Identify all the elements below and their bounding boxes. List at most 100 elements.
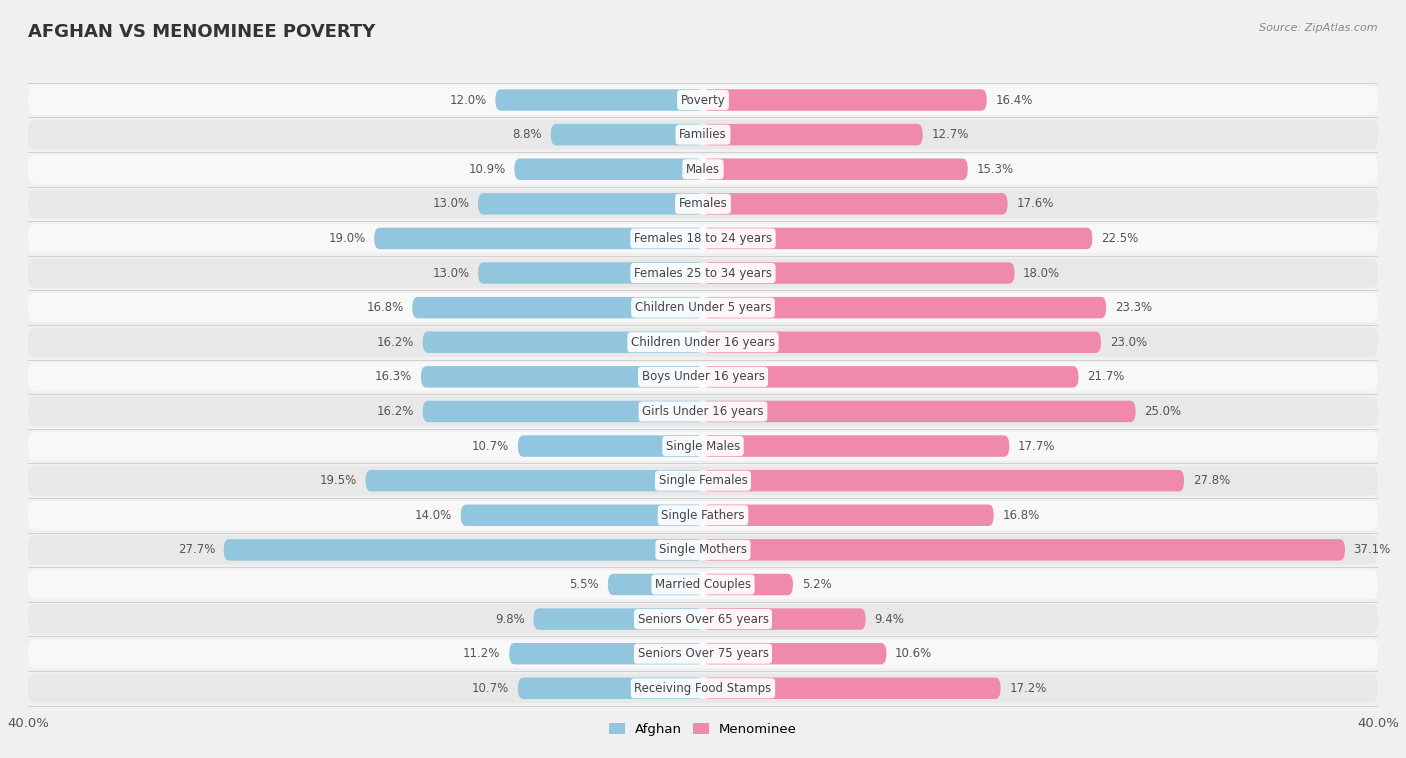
FancyBboxPatch shape <box>461 505 703 526</box>
Text: 16.2%: 16.2% <box>377 336 413 349</box>
Text: 10.7%: 10.7% <box>472 681 509 695</box>
FancyBboxPatch shape <box>28 605 1378 634</box>
Text: 12.7%: 12.7% <box>931 128 969 141</box>
Text: Females 25 to 34 years: Females 25 to 34 years <box>634 267 772 280</box>
FancyBboxPatch shape <box>28 466 1378 495</box>
FancyBboxPatch shape <box>28 501 1378 530</box>
FancyBboxPatch shape <box>703 435 1010 457</box>
FancyBboxPatch shape <box>703 574 793 595</box>
Text: Seniors Over 65 years: Seniors Over 65 years <box>637 612 769 625</box>
Text: Children Under 5 years: Children Under 5 years <box>634 301 772 314</box>
Text: 22.5%: 22.5% <box>1101 232 1139 245</box>
Text: Boys Under 16 years: Boys Under 16 years <box>641 371 765 384</box>
Text: Females 18 to 24 years: Females 18 to 24 years <box>634 232 772 245</box>
FancyBboxPatch shape <box>28 362 1378 391</box>
Text: 14.0%: 14.0% <box>415 509 453 522</box>
FancyBboxPatch shape <box>412 297 703 318</box>
FancyBboxPatch shape <box>517 678 703 699</box>
Text: 18.0%: 18.0% <box>1024 267 1060 280</box>
Text: Married Couples: Married Couples <box>655 578 751 591</box>
FancyBboxPatch shape <box>703 124 922 146</box>
FancyBboxPatch shape <box>366 470 703 491</box>
Text: 16.4%: 16.4% <box>995 93 1033 107</box>
FancyBboxPatch shape <box>517 435 703 457</box>
FancyBboxPatch shape <box>478 262 703 283</box>
FancyBboxPatch shape <box>515 158 703 180</box>
Text: 27.7%: 27.7% <box>177 543 215 556</box>
Text: 23.0%: 23.0% <box>1109 336 1147 349</box>
FancyBboxPatch shape <box>703 297 1107 318</box>
Text: 21.7%: 21.7% <box>1087 371 1125 384</box>
Text: 13.0%: 13.0% <box>432 267 470 280</box>
FancyBboxPatch shape <box>423 401 703 422</box>
Text: Children Under 16 years: Children Under 16 years <box>631 336 775 349</box>
Text: 16.8%: 16.8% <box>367 301 404 314</box>
FancyBboxPatch shape <box>703 89 987 111</box>
Text: Single Females: Single Females <box>658 475 748 487</box>
FancyBboxPatch shape <box>703 401 1136 422</box>
FancyBboxPatch shape <box>374 227 703 249</box>
Text: 5.5%: 5.5% <box>569 578 599 591</box>
Text: 16.3%: 16.3% <box>375 371 412 384</box>
Text: 10.9%: 10.9% <box>468 163 506 176</box>
Text: 19.0%: 19.0% <box>329 232 366 245</box>
FancyBboxPatch shape <box>28 397 1378 426</box>
Text: 17.6%: 17.6% <box>1017 197 1053 210</box>
FancyBboxPatch shape <box>423 331 703 353</box>
Text: 27.8%: 27.8% <box>1192 475 1230 487</box>
FancyBboxPatch shape <box>703 366 1078 387</box>
Text: Single Males: Single Males <box>666 440 740 453</box>
FancyBboxPatch shape <box>533 609 703 630</box>
FancyBboxPatch shape <box>703 193 1008 215</box>
Text: 5.2%: 5.2% <box>801 578 831 591</box>
FancyBboxPatch shape <box>495 89 703 111</box>
Text: 13.0%: 13.0% <box>432 197 470 210</box>
Text: Females: Females <box>679 197 727 210</box>
Text: Single Fathers: Single Fathers <box>661 509 745 522</box>
Text: Poverty: Poverty <box>681 93 725 107</box>
FancyBboxPatch shape <box>28 431 1378 461</box>
Text: Males: Males <box>686 163 720 176</box>
FancyBboxPatch shape <box>551 124 703 146</box>
FancyBboxPatch shape <box>224 539 703 561</box>
Text: 9.8%: 9.8% <box>495 612 524 625</box>
FancyBboxPatch shape <box>607 574 703 595</box>
FancyBboxPatch shape <box>28 535 1378 565</box>
Text: 37.1%: 37.1% <box>1354 543 1391 556</box>
FancyBboxPatch shape <box>703 470 1184 491</box>
FancyBboxPatch shape <box>28 120 1378 149</box>
FancyBboxPatch shape <box>478 193 703 215</box>
Text: Receiving Food Stamps: Receiving Food Stamps <box>634 681 772 695</box>
FancyBboxPatch shape <box>28 224 1378 253</box>
FancyBboxPatch shape <box>703 609 866 630</box>
FancyBboxPatch shape <box>703 262 1015 283</box>
Text: AFGHAN VS MENOMINEE POVERTY: AFGHAN VS MENOMINEE POVERTY <box>28 23 375 41</box>
FancyBboxPatch shape <box>703 227 1092 249</box>
FancyBboxPatch shape <box>28 327 1378 357</box>
FancyBboxPatch shape <box>28 258 1378 287</box>
Text: 10.7%: 10.7% <box>472 440 509 453</box>
Text: Seniors Over 75 years: Seniors Over 75 years <box>637 647 769 660</box>
Text: 15.3%: 15.3% <box>976 163 1014 176</box>
Text: 19.5%: 19.5% <box>319 475 357 487</box>
Text: 16.8%: 16.8% <box>1002 509 1039 522</box>
Text: Families: Families <box>679 128 727 141</box>
FancyBboxPatch shape <box>28 155 1378 183</box>
FancyBboxPatch shape <box>703 643 886 665</box>
FancyBboxPatch shape <box>509 643 703 665</box>
FancyBboxPatch shape <box>703 505 994 526</box>
Text: 12.0%: 12.0% <box>450 93 486 107</box>
FancyBboxPatch shape <box>28 86 1378 114</box>
FancyBboxPatch shape <box>703 539 1346 561</box>
Text: 11.2%: 11.2% <box>463 647 501 660</box>
Text: 17.2%: 17.2% <box>1010 681 1046 695</box>
Text: 8.8%: 8.8% <box>512 128 543 141</box>
FancyBboxPatch shape <box>703 331 1101 353</box>
FancyBboxPatch shape <box>28 570 1378 599</box>
FancyBboxPatch shape <box>28 674 1378 703</box>
Text: Source: ZipAtlas.com: Source: ZipAtlas.com <box>1260 23 1378 33</box>
Text: Girls Under 16 years: Girls Under 16 years <box>643 405 763 418</box>
FancyBboxPatch shape <box>28 293 1378 322</box>
Text: 17.7%: 17.7% <box>1018 440 1056 453</box>
Text: 25.0%: 25.0% <box>1144 405 1181 418</box>
